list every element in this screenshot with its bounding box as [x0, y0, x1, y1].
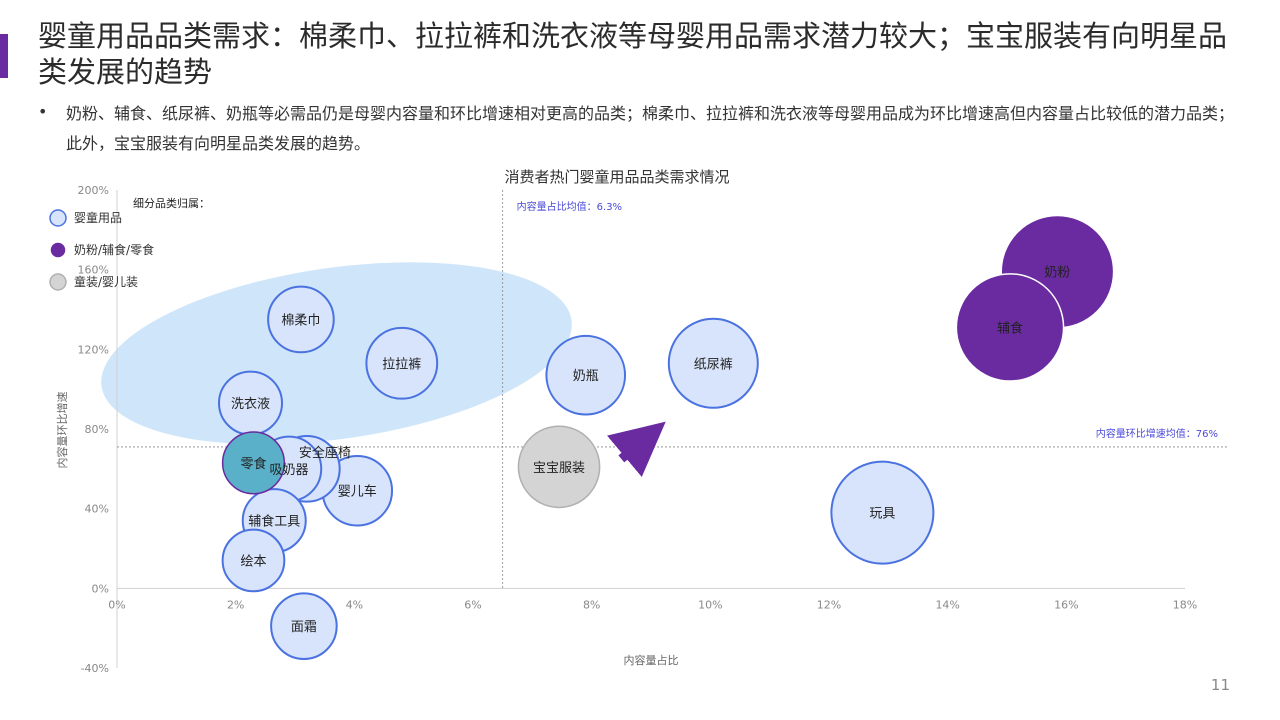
highlight-region — [101, 262, 572, 445]
bubble-point — [517, 425, 601, 509]
page-number: 11 — [1210, 676, 1230, 694]
x-tick-label: 18% — [1173, 598, 1197, 611]
bubble-label: 吸奶器 — [270, 463, 309, 478]
bubble-label: 宝宝服装 — [533, 461, 585, 476]
bullet-text: 奶粉、辅食、纸尿裤、奶瓶等必需品仍是母婴内容量和环比增速相对更高的品类；棉柔巾、… — [66, 104, 1235, 153]
x-axis-title: 内容量占比 — [624, 653, 679, 667]
y-tick-label: 200% — [78, 184, 109, 197]
bubble-label: 辅食工具 — [248, 514, 300, 530]
bubble-label: 辅食 — [997, 320, 1023, 336]
bubble-point — [270, 592, 338, 660]
bubble-label: 奶粉 — [1044, 266, 1070, 281]
x-tick-label: 16% — [1054, 598, 1078, 611]
y-tick-label: 40% — [85, 503, 109, 516]
bubble-point — [830, 460, 935, 565]
bubble-label: 零食 — [240, 456, 266, 472]
y-mean-label: 内容量环比增速均值：76% — [1096, 427, 1218, 440]
axes-layer: 0% 2% 4% 6% 8% 10% 12% 14% 16% 18% -40% 0% 40% 80% 120… — [78, 184, 1198, 675]
bubble-point — [221, 528, 286, 593]
bubble-point — [545, 334, 627, 416]
x-tick-label: 14% — [935, 598, 959, 611]
slide-title: 婴童用品品类需求：棉柔巾、拉拉裤和洗衣液等母婴用品需求潜力较大；宝宝服装有向明星… — [38, 19, 1228, 89]
x-tick-label: 0% — [108, 598, 125, 611]
y-tick-label: 120% — [78, 343, 109, 356]
x-tick-label: 6% — [464, 598, 481, 611]
y-tick-label: -40% — [81, 662, 109, 675]
bubble-label: 绘本 — [240, 554, 266, 569]
bubble-label: 洗衣液 — [231, 396, 270, 412]
bubble-label: 婴儿车 — [338, 484, 377, 500]
legend-title: 细分品类归属： — [133, 196, 210, 210]
bubble-label: 拉拉裤 — [382, 357, 421, 372]
trend-arrow — [607, 421, 666, 477]
bubble-point — [365, 326, 439, 400]
x-mean-label: 内容量占比均值：6.3% — [517, 200, 622, 213]
y-tick-label: 160% — [78, 264, 109, 277]
legend-label: 奶粉/辅食/零食 — [74, 242, 154, 257]
bubble-label: 安全座椅 — [299, 445, 351, 461]
bubble-label: 纸尿裤 — [694, 357, 733, 372]
bubble-label: 奶瓶 — [573, 369, 599, 384]
bubble-label: 棉柔巾 — [281, 313, 320, 328]
bubble-point — [955, 273, 1065, 382]
chart-title: 消费者热门婴童用品品类需求情况 — [504, 168, 729, 186]
legend-label: 婴童用品 — [74, 210, 122, 225]
y-axis-title: 内容量环比增速 — [55, 392, 69, 469]
legend-swatch — [49, 209, 67, 227]
legend-swatch — [49, 273, 67, 291]
bubble-point — [221, 431, 286, 495]
bullet-marker: • — [38, 102, 48, 121]
bubble-point — [667, 317, 759, 409]
x-tick-label: 2% — [227, 598, 244, 611]
bubble-label: 面霜 — [291, 620, 317, 635]
legend-label: 童装/婴儿装 — [74, 274, 138, 289]
x-tick-label: 4% — [346, 598, 363, 611]
accent-bar — [0, 34, 8, 78]
bubble-point — [267, 285, 335, 354]
x-tick-label: 8% — [583, 598, 600, 611]
x-tick-label: 10% — [698, 598, 722, 611]
highlight-region-layer — [101, 262, 572, 445]
y-tick-label: 0% — [92, 582, 109, 595]
bubble-chart: 0% 2% 4% 6% 8% 10% 12% 14% 16% 18% -40% 0% 40% 80% 120… — [49, 168, 1227, 675]
x-tick-label: 12% — [817, 598, 841, 611]
bubble-label: 玩具 — [869, 507, 895, 522]
legend-swatch — [49, 241, 67, 259]
y-tick-label: 80% — [85, 423, 109, 436]
